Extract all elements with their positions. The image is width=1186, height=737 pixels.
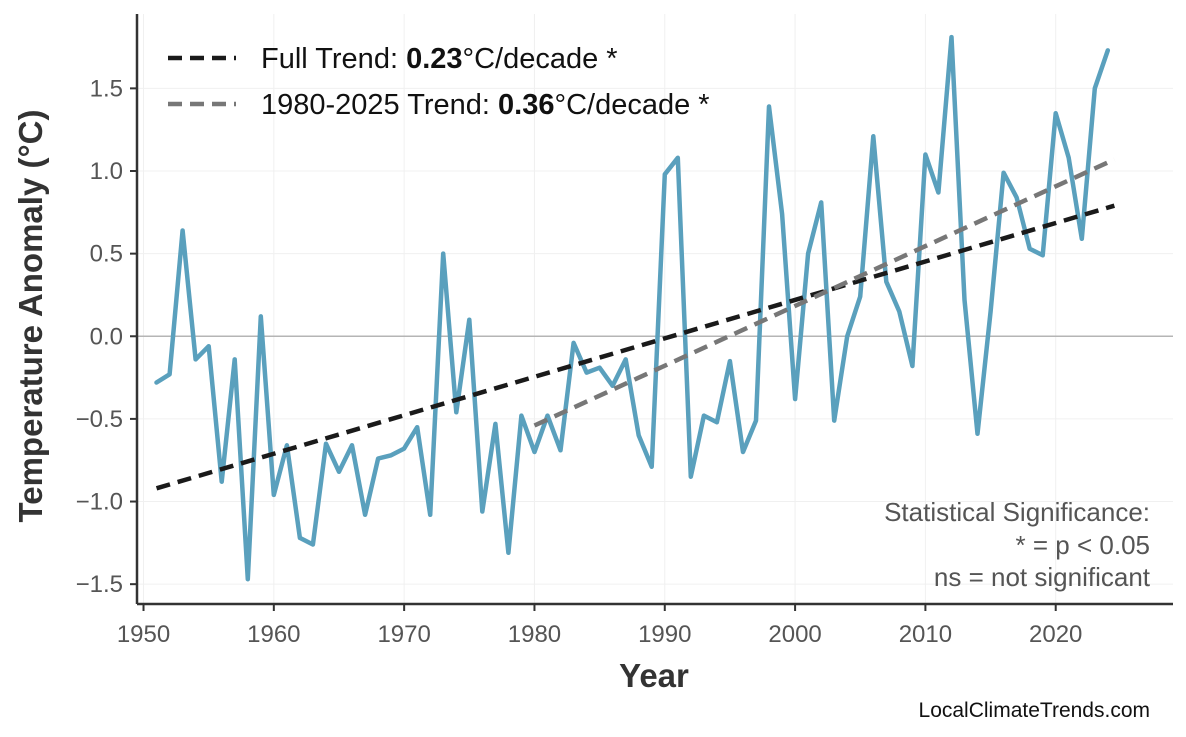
x-tick-label: 1960 — [247, 621, 300, 648]
recent-trend-line — [533, 157, 1116, 428]
x-tick-label: 1970 — [377, 621, 430, 648]
x-tick-label: 1990 — [638, 621, 691, 648]
y-tick-label: −0.5 — [76, 406, 123, 433]
y-tick-label: −1.0 — [76, 489, 123, 516]
x-axis-title: Year — [619, 657, 689, 694]
trend-layer — [155, 157, 1116, 491]
x-ticks: 1950 1960 1970 1980 1990 2000 2010 2020 — [117, 604, 1082, 648]
site-credit: LocalClimateTrends.com — [919, 699, 1150, 722]
y-tick-label: −1.5 — [76, 571, 123, 598]
significance-note-threshold: * = p < 0.05 — [1016, 530, 1150, 560]
significance-note-title: Statistical Significance: — [884, 497, 1150, 527]
full-trend-line — [155, 203, 1115, 491]
temperature-anomaly-line — [154, 34, 1111, 582]
y-tick-label: 0.0 — [90, 323, 123, 350]
x-tick-label: 1950 — [117, 621, 170, 648]
x-tick-label: 1980 — [508, 621, 561, 648]
axes-layer — [135, 14, 1173, 606]
y-tick-label: 1.5 — [90, 75, 123, 102]
y-axis-title: Temperature Anomaly (°C) — [12, 110, 49, 523]
x-tick-label: 2010 — [899, 621, 952, 648]
y-ticks: −1.5 −1.0 −0.5 0.0 0.5 1.0 1.5 — [76, 75, 137, 598]
y-tick-label: 1.0 — [90, 158, 123, 185]
significance-note: Statistical Significance: * = p < 0.05 n… — [884, 497, 1151, 592]
significance-note-ns: ns = not significant — [934, 562, 1151, 592]
y-tick-label: 0.5 — [90, 241, 123, 268]
x-tick-label: 2020 — [1029, 621, 1082, 648]
legend-label-full-trend: Full Trend: 0.23°C/decade * — [261, 43, 618, 75]
legend-label-recent-trend: 1980-2025 Trend: 0.36°C/decade * — [261, 89, 710, 121]
x-tick-label: 2000 — [768, 621, 821, 648]
legend: Full Trend: 0.23°C/decade * 1980-2025 Tr… — [168, 43, 710, 121]
series-layer — [154, 34, 1111, 582]
